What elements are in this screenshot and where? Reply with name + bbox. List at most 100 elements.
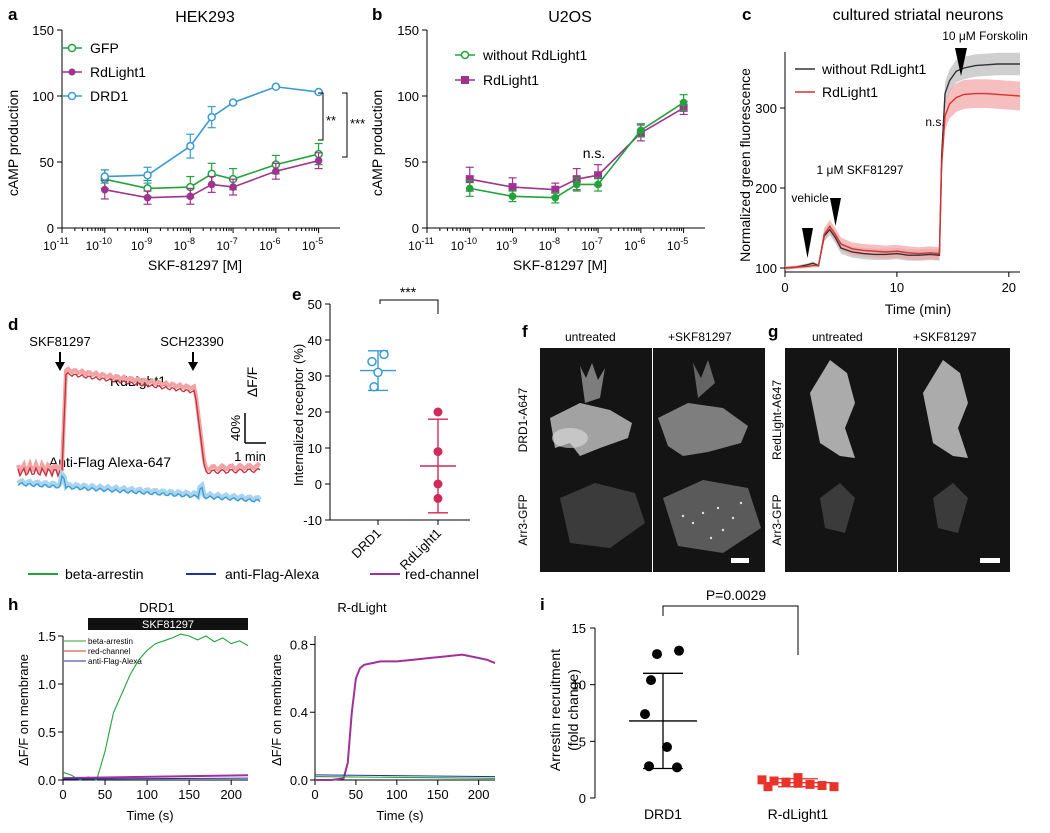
- panel-a-axes: 0 50 100 150 10-11 10-10 10-9 10-8 10-7 10-6 10-5: [32, 23, 340, 253]
- line-anti-Flag-Alexa: [314, 774, 496, 778]
- panel-letter-c: c: [742, 5, 751, 24]
- x-tick-label: 100: [386, 787, 408, 802]
- panel-letter-e: e: [292, 285, 301, 304]
- x-tick-label: 0: [311, 787, 318, 802]
- x-tick-label: DRD1: [348, 526, 384, 562]
- x-tick-label: 10-5: [302, 236, 323, 253]
- x-tick-label: 0: [781, 280, 788, 295]
- series-rdlight1-point: [100, 185, 109, 194]
- y-tick-label: 0.4: [290, 705, 308, 720]
- f-row2: Arr3-GFP: [516, 494, 530, 546]
- data-point: [829, 782, 839, 792]
- panel-b-data: [465, 94, 688, 204]
- y-tick-label: 100: [397, 89, 419, 104]
- y-tick-label: 0.5: [38, 725, 56, 740]
- line-red-channel: [62, 774, 249, 780]
- i-pvalue: P=0.0029: [706, 587, 767, 603]
- panel-h: h beta-arrestin anti-Flag-Alexa red-chan…: [8, 566, 496, 823]
- panel-h-axes: 0.0 0.5 1.0 1.5 0 50 100 150 200 0.0 0.4 0.8 0 50 100 1…: [38, 629, 495, 802]
- x-tick-label: 10-8: [174, 236, 195, 253]
- legend-c-without: without RdLight1: [821, 61, 927, 77]
- y-tick-label: 0: [412, 221, 419, 236]
- band-without-rdlight1: [785, 52, 1020, 270]
- data-point: [674, 645, 684, 656]
- panel-c: c cultured striatal neurons Time (min) N…: [737, 5, 1028, 317]
- trace-antiflag-label: Anti-Flag Alexa-647: [49, 454, 171, 470]
- data-point: [817, 781, 827, 791]
- g-col2: +SKF81297: [913, 330, 977, 344]
- h-inner-legend: beta-arrestin red-channel anti-Flag-Alex…: [64, 637, 142, 666]
- panel-letter-b: b: [372, 5, 382, 24]
- x-tick-label: 150: [427, 787, 449, 802]
- y-tick-label: 150: [32, 23, 54, 38]
- panel-c-ylabel: Normalized green fluorescence: [737, 68, 753, 262]
- panel-i: i Arrestin recruitment (fold change) P=0…: [540, 587, 839, 822]
- panel-c-ns: n.s.: [925, 115, 944, 129]
- series-rdlight1-point: [229, 183, 237, 191]
- cell-image-g-treated: [898, 348, 1010, 572]
- series-without-rdlight1-point: [508, 192, 517, 201]
- data-point: [662, 742, 672, 752]
- data-point: [644, 761, 654, 772]
- f-row1: DRD1-A647: [516, 387, 530, 453]
- data-point: [373, 367, 383, 378]
- trace-rdlight1: [17, 371, 261, 478]
- series-without-rdlight1-point: [594, 180, 602, 189]
- y-tick-label: 0: [579, 791, 586, 806]
- h-right-ylabel: ΔF/F on membrane: [269, 654, 284, 766]
- legend-c-rdlight1: RdLight1: [822, 84, 878, 100]
- ann-skf: 1 μM SKF81297: [817, 163, 904, 177]
- x-tick-label: 200: [220, 787, 242, 802]
- y-tick-label: 50: [308, 297, 322, 312]
- panel-e-sig: ***: [400, 284, 417, 300]
- cell-image-g-untreated: [785, 348, 897, 572]
- x-tick-label: 10-6: [259, 236, 280, 253]
- x-tick-label: 10-7: [581, 236, 602, 253]
- panel-f-untreated: [540, 348, 652, 572]
- panel-c-title: cultured striatal neurons: [833, 7, 1004, 24]
- trace-antiflag-band: [16, 468, 262, 503]
- x-tick-label: 50: [349, 787, 363, 802]
- series-without-rdlight1-point: [551, 193, 560, 202]
- y-tick-label: 5: [579, 734, 586, 749]
- cell-image-f-untreated: [540, 348, 652, 572]
- y-tick-label: 0.0: [290, 773, 308, 788]
- series-rdlight1-point: [314, 156, 323, 165]
- x-tick-label: 10-11: [408, 236, 434, 253]
- x-tick-label: 10-9: [131, 236, 152, 253]
- panel-e-ylabel: Internalized receptor (%): [291, 344, 306, 486]
- data-point: [433, 479, 443, 489]
- y-tick-label: 50: [405, 155, 419, 170]
- y-tick-label: 40: [308, 333, 322, 348]
- panel-c-xlabel: Time (min): [885, 301, 951, 317]
- series-without-rdlight1-point: [572, 180, 581, 189]
- line-beta-arrestin: [314, 776, 496, 779]
- series-drd1-point: [100, 172, 110, 181]
- series-rdlight1-point: [272, 167, 280, 176]
- i-ylabel-2: (fold change): [565, 669, 581, 751]
- panel-letter-f: f: [522, 322, 528, 341]
- trace-rdlight1-band: [16, 366, 262, 478]
- y-tick-label: 150: [397, 23, 419, 38]
- x-category-label: R-dLight1: [768, 806, 829, 822]
- data-point: [781, 777, 791, 787]
- y-tick-label: 0.0: [38, 773, 56, 788]
- y-tick-label: 50: [40, 155, 54, 170]
- panel-c-legend: without RdLight1 RdLight1: [795, 61, 927, 100]
- legend-rdlight1-b: RdLight1: [483, 72, 539, 88]
- panel-letter-g: g: [768, 322, 779, 341]
- drug2-label: SCH23390: [160, 334, 224, 349]
- x-category-label: DRD1: [644, 806, 682, 822]
- series-without-rdlight1-point: [465, 184, 474, 193]
- panel-a: a HEK293 SKF-81297 [M] cAMP production 0…: [5, 5, 365, 273]
- series-drd1-point: [143, 170, 152, 180]
- panel-a-significance: ** ***: [318, 92, 365, 158]
- series-rdlight1-point: [143, 193, 152, 202]
- scale-y-label: 40%: [228, 415, 243, 441]
- panel-d-scalebar: 40% ΔF/F 1 min: [228, 367, 266, 464]
- panel-i-data: [629, 645, 839, 792]
- line-rdlight1: [784, 92, 1021, 269]
- data-point: [652, 649, 662, 660]
